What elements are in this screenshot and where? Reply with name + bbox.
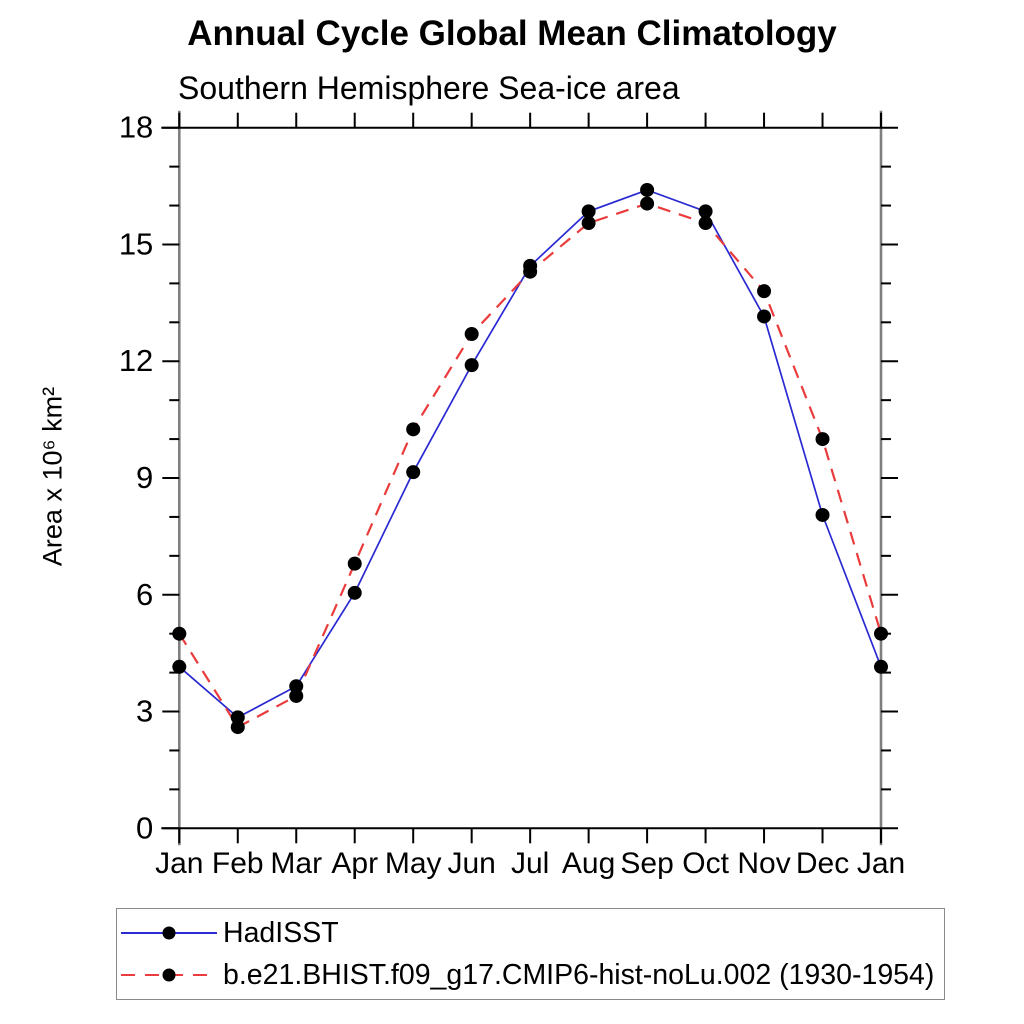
legend-label-0: HadISST (223, 916, 339, 949)
y-tick-label: 18 (119, 110, 153, 145)
legend-label-1: b.e21.BHIST.f09_g17.CMIP6-hist-noLu.002 … (223, 958, 935, 991)
data-point-0 (172, 659, 187, 674)
y-tick-label: 0 (136, 810, 153, 845)
x-tick-label: Apr (331, 847, 378, 880)
y-tick-label: 3 (136, 694, 153, 729)
data-point-0 (757, 309, 772, 324)
legend-line-sample-1 (121, 968, 217, 982)
data-point-0 (698, 204, 713, 219)
data-point-1 (172, 626, 187, 641)
legend-item-model: b.e21.BHIST.f09_g17.CMIP6-hist-noLu.002 … (117, 954, 944, 996)
data-point-0 (406, 465, 421, 480)
legend-box: HadISST b.e21.BHIST.f09_g17.CMIP6-hist-n… (116, 908, 945, 1000)
data-point-1 (640, 196, 655, 211)
data-point-0 (289, 679, 304, 694)
x-tick-label: Aug (562, 847, 615, 880)
legend-item-hadisst: HadISST (117, 912, 944, 954)
data-point-1 (815, 432, 830, 447)
y-tick-label: 12 (119, 343, 153, 378)
x-tick-label: Jul (511, 847, 549, 880)
y-tick-label: 15 (119, 226, 153, 261)
x-tick-label: Oct (682, 847, 729, 880)
x-tick-label: Mar (270, 847, 322, 880)
data-point-1 (523, 264, 538, 279)
x-tick-label: Jan (857, 847, 905, 880)
chart-subtitle: Southern Hemisphere Sea-ice area (178, 70, 680, 106)
chart-title: Annual Cycle Global Mean Climatology (187, 14, 837, 53)
legend-marker-icon (162, 968, 176, 982)
data-point-0 (230, 710, 245, 725)
data-point-1 (874, 626, 888, 641)
y-tick-label: 6 (136, 577, 153, 612)
data-point-0 (640, 182, 655, 197)
data-point-1 (230, 720, 245, 735)
legend-line-sample-0 (121, 926, 217, 940)
x-tick-label: Jun (447, 847, 495, 880)
x-tick-label: Feb (212, 847, 264, 880)
data-point-1 (406, 422, 421, 437)
data-point-0 (874, 659, 888, 674)
data-point-1 (757, 284, 772, 299)
x-tick-label: Dec (796, 847, 849, 880)
data-point-0 (581, 204, 596, 219)
series-line-1 (178, 202, 883, 729)
x-tick-label: Nov (737, 847, 790, 880)
data-point-0 (464, 358, 479, 373)
x-tick-label: May (385, 847, 442, 880)
data-point-1 (581, 216, 596, 231)
legend-marker-icon (162, 926, 176, 940)
data-point-0 (347, 585, 362, 600)
y-tick-label: 9 (136, 460, 153, 495)
x-tick-label: Sep (620, 847, 673, 880)
data-point-1 (698, 216, 713, 231)
x-tick-label: Jan (155, 847, 203, 880)
data-point-1 (464, 326, 479, 341)
data-point-1 (347, 556, 362, 571)
data-point-1 (289, 688, 304, 703)
data-point-0 (815, 507, 830, 522)
